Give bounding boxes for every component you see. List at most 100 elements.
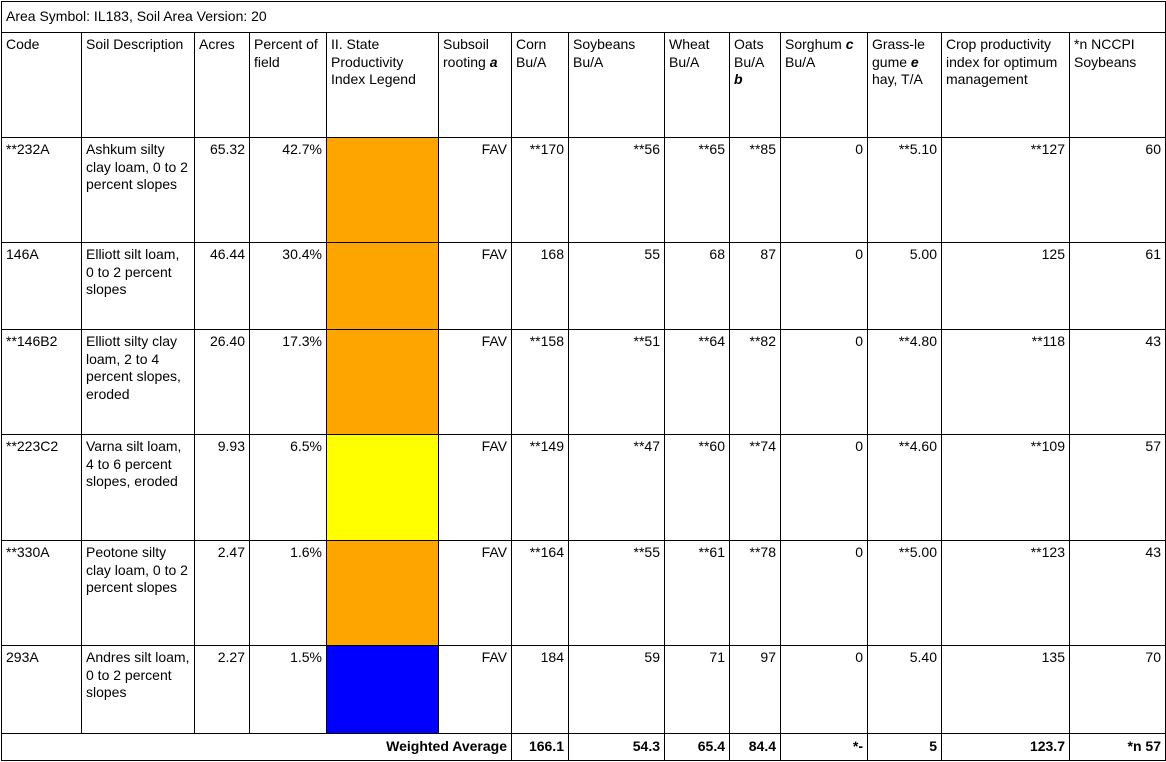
cell: 65.32 bbox=[194, 137, 250, 243]
cell: 0 bbox=[780, 645, 868, 734]
header-cell: *n NCCPI Soybeans bbox=[1069, 32, 1166, 138]
cell: **330A bbox=[1, 540, 82, 646]
header-cell: Wheat Bu/A bbox=[664, 32, 730, 138]
cell: 5.00 bbox=[867, 242, 942, 330]
header-cell: Subsoil rooting a bbox=[438, 32, 512, 138]
cell: 46.44 bbox=[194, 242, 250, 330]
legend-cell bbox=[326, 329, 439, 435]
cell: 71 bbox=[664, 645, 730, 734]
data-row: **330A Peotone silty clay loam, 0 to 2 pe… bbox=[1, 540, 1166, 646]
legend-cell bbox=[326, 645, 439, 734]
header-text: Sorghum bbox=[785, 36, 846, 52]
header-note: a bbox=[489, 53, 498, 70]
header-cell: Soybeans Bu/A bbox=[568, 32, 665, 138]
legend-cell bbox=[326, 137, 439, 243]
data-row: **223C2 Varna silt loam, 4 to 6 percent s… bbox=[1, 434, 1166, 541]
data-row: **146B2 Elliott silty clay loam, 2 to 4 p… bbox=[1, 329, 1166, 435]
cell: **232A bbox=[1, 137, 82, 243]
cell: 168 bbox=[511, 242, 569, 330]
cell: **65 bbox=[664, 137, 730, 243]
cell: 30.4% bbox=[249, 242, 327, 330]
header-cell: II. State Productivity Index Legend bbox=[326, 32, 439, 138]
footer-value: *n 57 bbox=[1069, 733, 1166, 761]
cell: 43 bbox=[1069, 540, 1166, 646]
cell: **55 bbox=[568, 540, 665, 646]
cell: 0 bbox=[780, 329, 868, 435]
footer-row: Weighted Average 166.1 54.3 65.4 84.4 *- 5 123.… bbox=[1, 733, 1166, 761]
cell: **61 bbox=[664, 540, 730, 646]
legend-swatch bbox=[327, 243, 438, 329]
header-text: Percent of field bbox=[254, 36, 318, 70]
cell: **5.10 bbox=[867, 137, 942, 243]
cell: 125 bbox=[941, 242, 1070, 330]
header-text: Crop productivity index for optimum mana… bbox=[946, 36, 1058, 87]
cell: **123 bbox=[941, 540, 1070, 646]
header-text: Bu/A bbox=[785, 53, 816, 70]
cell: **164 bbox=[511, 540, 569, 646]
legend-swatch bbox=[327, 541, 438, 645]
header-cell: Corn Bu/A bbox=[511, 32, 569, 138]
cell: **60 bbox=[664, 434, 730, 541]
data-row: 146A Elliott silt loam, 0 to 2 percent sl… bbox=[1, 242, 1166, 330]
cell: 43 bbox=[1069, 329, 1166, 435]
title-row: Area Symbol: IL183, Soil Area Version: 2… bbox=[1, 1, 1166, 33]
cell: **118 bbox=[941, 329, 1070, 435]
cell: 57 bbox=[1069, 434, 1166, 541]
header-cell: Soil Description bbox=[81, 32, 195, 138]
cell: **170 bbox=[511, 137, 569, 243]
data-row: **232A Ashkum silty clay loam, 0 to 2 per… bbox=[1, 137, 1166, 243]
footer-value: 65.4 bbox=[664, 733, 730, 761]
header-cell: Crop productivity index for optimum mana… bbox=[941, 32, 1070, 138]
header-text: hay, T/A bbox=[872, 71, 923, 87]
cell: **127 bbox=[941, 137, 1070, 243]
footer-value: 123.7 bbox=[941, 733, 1070, 761]
legend-cell bbox=[326, 434, 439, 541]
footer-value: 5 bbox=[867, 733, 942, 761]
header-text: Soybeans Bu/A bbox=[573, 36, 636, 70]
cell: 146A bbox=[1, 242, 82, 330]
cell: **85 bbox=[729, 137, 781, 243]
cell: 70 bbox=[1069, 645, 1166, 734]
header-cell: Grass-le gume e hay, T/A bbox=[867, 32, 942, 138]
header-cell: Acres bbox=[194, 32, 250, 138]
cell: **158 bbox=[511, 329, 569, 435]
footer-value: 84.4 bbox=[729, 733, 781, 761]
cell: 2.27 bbox=[194, 645, 250, 734]
cell: 5.40 bbox=[867, 645, 942, 734]
cell: **51 bbox=[568, 329, 665, 435]
cell: Andres silt loam, 0 to 2 percent slopes bbox=[81, 645, 195, 734]
cell: 6.5% bbox=[249, 434, 327, 541]
header-text: Subsoil rooting bbox=[443, 36, 490, 70]
cell: 87 bbox=[729, 242, 781, 330]
header-text: Code bbox=[6, 36, 40, 52]
legend-cell bbox=[326, 540, 439, 646]
legend-swatch bbox=[327, 646, 438, 733]
cell: 1.5% bbox=[249, 645, 327, 734]
header-cell: Sorghum c Bu/A bbox=[780, 32, 868, 138]
header-note: c bbox=[845, 36, 854, 52]
cell: 293A bbox=[1, 645, 82, 734]
cell: Elliott silt loam, 0 to 2 percent slopes bbox=[81, 242, 195, 330]
header-text: Soil Description bbox=[86, 36, 184, 52]
cell: 68 bbox=[664, 242, 730, 330]
header-note: e bbox=[910, 53, 919, 70]
cell: 97 bbox=[729, 645, 781, 734]
header-cell: Percent of field bbox=[249, 32, 327, 138]
cell: **4.80 bbox=[867, 329, 942, 435]
header-text: II. State Productivity Index Legend bbox=[331, 36, 416, 87]
legend-swatch bbox=[327, 138, 438, 242]
header-cell: Oats Bu/A b bbox=[729, 32, 781, 138]
cell: 0 bbox=[780, 540, 868, 646]
cell: **146B2 bbox=[1, 329, 82, 435]
header-row: Code Soil Description Acres Percent of fiel… bbox=[1, 32, 1166, 138]
cell: 26.40 bbox=[194, 329, 250, 435]
cell: 0 bbox=[780, 137, 868, 243]
data-row: 293A Andres silt loam, 0 to 2 percent slo… bbox=[1, 645, 1166, 734]
cell: FAV bbox=[438, 540, 512, 646]
cell: 1.6% bbox=[249, 540, 327, 646]
cell: **82 bbox=[729, 329, 781, 435]
table-title: Area Symbol: IL183, Soil Area Version: 2… bbox=[1, 1, 1166, 33]
cell: FAV bbox=[438, 645, 512, 734]
cell: **74 bbox=[729, 434, 781, 541]
